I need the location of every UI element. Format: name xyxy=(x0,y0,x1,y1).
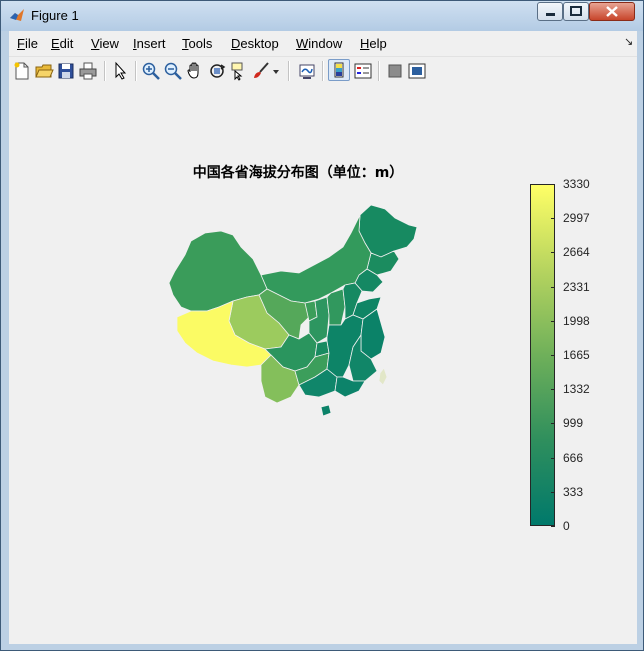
minimize-button[interactable] xyxy=(537,2,563,21)
province-region[interactable] xyxy=(334,376,366,398)
colorbar-tick-label: 1332 xyxy=(563,382,590,396)
menu-label: dit xyxy=(59,36,74,51)
menu-label: ools xyxy=(188,36,213,51)
colorbar-tick-mark xyxy=(551,423,555,424)
menu-accelerator: F xyxy=(17,36,25,51)
colorbar-tick-mark xyxy=(551,355,555,356)
colorbar-tick-mark xyxy=(551,321,555,322)
colorbar-tick-mark xyxy=(551,389,555,390)
menu-desktop[interactable]: Desktop xyxy=(231,36,279,51)
colorbar-tick-mark xyxy=(551,252,555,253)
close-button[interactable] xyxy=(589,2,635,21)
colorbar-tick-label: 333 xyxy=(563,485,584,499)
new-figure-icon[interactable] xyxy=(12,61,32,81)
menu-view[interactable]: View xyxy=(91,36,119,51)
colorbar-tick-label: 2331 xyxy=(563,280,590,294)
menu-label: indow xyxy=(308,36,343,51)
colorbar-tick-label: 3330 xyxy=(563,177,590,191)
colorbar-tick-label: 999 xyxy=(563,416,584,430)
figure-canvas[interactable]: 中国各省海拔分布图（单位：m） xyxy=(9,85,637,644)
menu-window[interactable]: Window xyxy=(296,36,342,51)
colorbar-tick-mark xyxy=(551,526,555,527)
brush-dropdown-icon[interactable] xyxy=(271,61,281,81)
menu-accelerator: W xyxy=(296,36,309,51)
colorbar-tick-mark xyxy=(551,218,555,219)
menu-accelerator: D xyxy=(231,36,241,51)
province-region[interactable] xyxy=(320,404,332,417)
province-region[interactable] xyxy=(378,367,388,386)
edit-plot-arrow-icon[interactable] xyxy=(110,61,130,81)
menu-accelerator: I xyxy=(133,36,137,51)
menu-accelerator: E xyxy=(51,36,60,51)
menu-label: iew xyxy=(99,36,119,51)
window-title: Figure 1 xyxy=(31,8,79,23)
insert-legend-icon[interactable] xyxy=(353,61,373,81)
china-province-map[interactable] xyxy=(9,85,637,644)
zoom-out-icon[interactable] xyxy=(163,61,183,81)
colorbar-tick-mark xyxy=(551,458,555,459)
menu-accelerator: V xyxy=(91,36,100,51)
data-cursor-icon[interactable] xyxy=(229,61,249,81)
colorbar-tick-label: 1665 xyxy=(563,348,590,362)
rotate-3d-icon[interactable] xyxy=(207,61,227,81)
menu-edit[interactable]: Edit xyxy=(51,36,73,51)
pan-hand-icon[interactable] xyxy=(185,61,205,81)
zoom-in-icon[interactable] xyxy=(141,61,161,81)
colorbar-tick-label: 0 xyxy=(563,519,570,533)
toolbar-separator xyxy=(378,61,380,81)
colorbar[interactable] xyxy=(530,184,555,526)
province-region[interactable] xyxy=(326,288,346,326)
open-file-icon[interactable] xyxy=(34,61,54,81)
hide-plot-tools-icon[interactable] xyxy=(385,61,405,81)
menu-bar: File Edit View Insert Tools Desktop Window Help… xyxy=(9,31,637,56)
matlab-icon xyxy=(10,9,24,21)
figure-toolbar xyxy=(9,56,637,86)
menu-insert[interactable]: Insert xyxy=(133,36,166,51)
colorbar-tick-mark xyxy=(551,287,555,288)
maximize-button[interactable] xyxy=(563,2,589,21)
province-region[interactable] xyxy=(260,354,300,404)
colorbar-tick-label: 666 xyxy=(563,451,584,465)
toolbar-separator xyxy=(288,61,290,81)
menu-label: nsert xyxy=(136,36,166,51)
toolbar-separator xyxy=(135,61,137,81)
menu-accelerator: H xyxy=(360,36,370,51)
brush-icon[interactable] xyxy=(251,61,271,81)
toolbar-separator xyxy=(322,61,324,81)
colorbar-tick-mark xyxy=(551,184,555,185)
colorbar-tick-label: 1998 xyxy=(563,314,590,328)
colorbar-tick-label: 2997 xyxy=(563,211,590,225)
toolbar-separator xyxy=(104,61,106,81)
save-icon[interactable] xyxy=(56,61,76,81)
colorbar-tick-label: 2664 xyxy=(563,245,590,259)
menu-label: elp xyxy=(369,36,387,51)
dock-arrow-icon[interactable]: ↘ xyxy=(624,36,634,48)
menu-accelerator: T xyxy=(182,36,189,51)
menu-tools[interactable]: Tools xyxy=(182,36,212,51)
menu-help[interactable]: Help xyxy=(360,36,387,51)
print-icon[interactable] xyxy=(78,61,98,81)
show-plot-tools-icon[interactable] xyxy=(407,61,427,81)
link-plot-icon[interactable] xyxy=(297,61,317,81)
title-bar[interactable]: Figure 1 xyxy=(1,1,643,31)
menu-label: esktop xyxy=(240,36,279,51)
menu-file[interactable]: File xyxy=(17,36,38,51)
insert-colorbar-icon[interactable] xyxy=(328,59,350,81)
province-region[interactable] xyxy=(348,333,378,382)
plot-title: 中国各省海拔分布图（单位：m） xyxy=(192,165,404,181)
colorbar-tick-mark xyxy=(551,492,555,493)
menu-label: ile xyxy=(24,36,38,51)
